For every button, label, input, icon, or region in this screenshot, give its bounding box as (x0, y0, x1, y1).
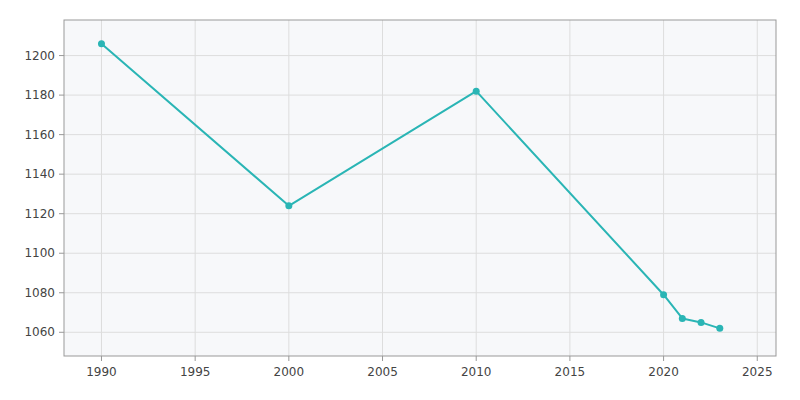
line (101, 44, 719, 329)
x-tick-label: 2015 (555, 365, 586, 379)
chart-container: 1990 1995 2000 2005 2010 2015 2020 2025 1060 1080… (0, 0, 800, 400)
point (285, 202, 292, 209)
grid-line (64, 174, 776, 175)
plot-frame (64, 20, 776, 356)
y-tick (59, 213, 64, 214)
x-tick-label: 2025 (742, 365, 773, 379)
y-tick-label: 1140 (24, 167, 55, 181)
y-tick (59, 253, 64, 254)
grid-line (288, 20, 289, 356)
x-tick (382, 356, 383, 361)
point (679, 315, 686, 322)
y-tick (59, 292, 64, 293)
grid-line (64, 332, 776, 333)
y-tick-label: 1180 (24, 88, 55, 102)
y-tick (59, 134, 64, 135)
x-tick (101, 356, 102, 361)
axes: 1990 1995 2000 2005 2010 2015 2020 2025 1060 1080… (24, 49, 772, 379)
y-tick-label: 1200 (24, 49, 55, 63)
grid-line (64, 55, 776, 56)
grid-line (64, 134, 776, 135)
series (98, 40, 723, 332)
grid-line (663, 20, 664, 356)
x-tick-label: 2010 (461, 365, 492, 379)
y-tick-label: 1080 (24, 286, 55, 300)
y-tick (59, 174, 64, 175)
y-tick-label: 1160 (24, 128, 55, 142)
grid-line (757, 20, 758, 356)
point (660, 291, 667, 298)
y-tick-label: 1060 (24, 325, 55, 339)
x-tick-label: 2020 (648, 365, 679, 379)
grid-line (476, 20, 477, 356)
y-tick-label: 1100 (24, 246, 55, 260)
x-tick (569, 356, 570, 361)
x-tick (476, 356, 477, 361)
y-tick (59, 95, 64, 96)
grid-line (382, 20, 383, 356)
x-tick-label: 1990 (86, 365, 117, 379)
grid-line (64, 253, 776, 254)
grid-line (569, 20, 570, 356)
grid-line (64, 213, 776, 214)
grid-line (64, 292, 776, 293)
chart: 1990 1995 2000 2005 2010 2015 2020 2025 1060 1080… (0, 0, 800, 400)
x-tick-label: 2005 (367, 365, 398, 379)
point (473, 88, 480, 95)
point (698, 319, 705, 326)
x-tick (195, 356, 196, 361)
x-tick-label: 2000 (274, 365, 305, 379)
point (716, 325, 723, 332)
x-tick (288, 356, 289, 361)
grid-line (101, 20, 102, 356)
x-tick (757, 356, 758, 361)
y-tick (59, 55, 64, 56)
y-tick (59, 332, 64, 333)
grid-line (64, 95, 776, 96)
y-tick-label: 1120 (24, 207, 55, 221)
point (98, 40, 105, 47)
x-tick-label: 1995 (180, 365, 211, 379)
plot-area (64, 20, 776, 356)
grid-line (195, 20, 196, 356)
x-tick (663, 356, 664, 361)
grid (64, 20, 776, 356)
